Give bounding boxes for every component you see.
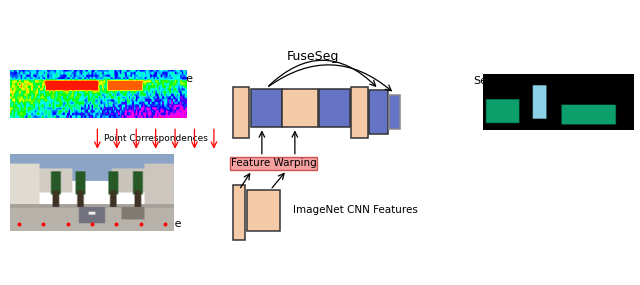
- Text: Segmentation: Segmentation: [474, 76, 552, 86]
- FancyBboxPatch shape: [369, 90, 388, 134]
- Text: FuseSeg: FuseSeg: [287, 50, 339, 63]
- FancyBboxPatch shape: [389, 95, 400, 129]
- FancyBboxPatch shape: [230, 157, 317, 170]
- FancyBboxPatch shape: [233, 87, 249, 139]
- FancyBboxPatch shape: [251, 89, 282, 127]
- Text: Feature Warping: Feature Warping: [231, 158, 317, 168]
- Text: Point Correspondences: Point Correspondences: [104, 135, 207, 143]
- FancyBboxPatch shape: [246, 190, 280, 231]
- Text: Range Image: Range Image: [118, 74, 193, 84]
- Text: RGB Image: RGB Image: [120, 219, 182, 229]
- Text: ImageNet CNN Features: ImageNet CNN Features: [292, 205, 418, 215]
- FancyBboxPatch shape: [282, 89, 318, 127]
- FancyBboxPatch shape: [351, 87, 368, 139]
- FancyBboxPatch shape: [319, 89, 350, 127]
- FancyBboxPatch shape: [233, 184, 245, 241]
